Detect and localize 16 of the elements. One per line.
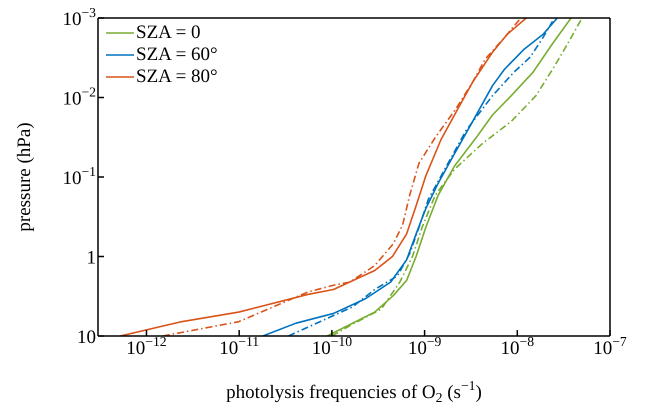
x-tick-label: 10$^{−10}$ xyxy=(312,334,352,359)
legend-label: SZA = 60° xyxy=(136,44,218,66)
x-tick-label: 10$^{−9}$ xyxy=(408,334,442,359)
x-tick-label: 10$^{−12}$ xyxy=(126,334,167,359)
y-tick-label: 10$^{−1}$ xyxy=(62,164,96,189)
y-axis-title: pressure (hPa) xyxy=(14,122,35,232)
legend-label: SZA = 80° xyxy=(136,66,218,88)
y-tick-label: 10$^{−3}$ xyxy=(62,5,96,30)
y-tick-label: 10$^{−2}$ xyxy=(62,84,96,110)
x-tick-label: 10$^{−11}$ xyxy=(219,334,260,359)
x-axis-title: photolysis frequencies of O$_{2}$ (s$^{−1}$) xyxy=(226,378,482,404)
x-tick-label: 10$^{−8}$ xyxy=(500,334,534,359)
x-tick-label: 10$^{−7}$ xyxy=(593,334,627,359)
legend-label: SZA = 0 xyxy=(136,22,201,44)
y-tick-label: 1 xyxy=(86,248,96,268)
y-tick-label: 10 xyxy=(77,327,96,348)
